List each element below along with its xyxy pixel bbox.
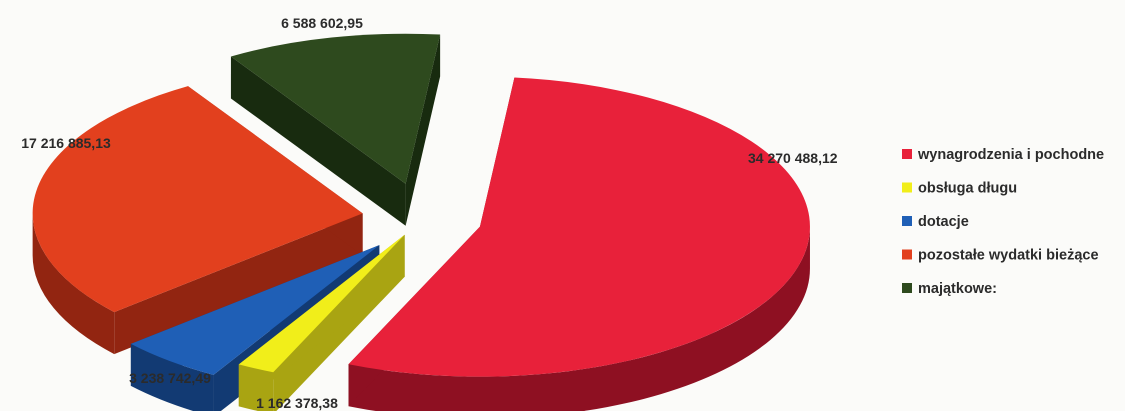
slice-top	[230, 33, 441, 184]
legend: wynagrodzenia i pochodne obsługa długu dot…	[902, 147, 1104, 297]
slice-pozostale-wydatki-biezace	[32, 86, 363, 355]
legend-swatch	[902, 149, 912, 159]
legend-label: majątkowe:	[918, 281, 997, 297]
legend-label: dotacje	[918, 214, 969, 230]
legend-item-wynagrodzenia-i-pochodne: wynagrodzenia i pochodne	[902, 147, 1104, 163]
legend-swatch	[902, 216, 912, 226]
legend-item-obsluga-dlugu: obsługa długu	[902, 181, 1017, 197]
data-label-pozostale-wydatki-biezace: 17 216 885,13	[21, 135, 111, 151]
slice-side	[32, 213, 115, 355]
data-labels-layer: 34 270 488,12 1 162 378,38 3 238 742,49 17 …	[21, 15, 838, 411]
slice-top	[348, 77, 810, 377]
legend-label: obsługa długu	[918, 181, 1017, 197]
slice-top	[130, 245, 380, 375]
legend-swatch	[902, 249, 912, 260]
slice-majatkowe	[230, 33, 441, 226]
slice-top	[32, 86, 363, 313]
slice-wynagrodzenia-i-pochodne	[348, 77, 810, 411]
legend-swatch	[902, 283, 912, 293]
slice-cut-face	[114, 213, 363, 355]
legend-item-pozostale-wydatki-biezace: pozostałe wydatki bieżące	[902, 248, 1099, 264]
slice-obsluga-dlugu	[238, 234, 405, 411]
slices-layer	[32, 33, 810, 411]
legend-label: wynagrodzenia i pochodne	[917, 147, 1104, 163]
slice-side	[348, 226, 810, 411]
data-label-dotacje: 3 238 742,49	[129, 370, 211, 386]
legend-item-dotacje: dotacje	[902, 214, 969, 230]
data-label-majatkowe: 6 588 602,95	[281, 15, 363, 31]
legend-item-majatkowe: majątkowe:	[902, 281, 997, 297]
slice-cut-face	[405, 34, 441, 226]
slice-cut-face	[230, 56, 406, 226]
slice-top	[238, 234, 405, 373]
data-label-wynagrodzenia-i-pochodne: 34 270 488,12	[748, 150, 838, 166]
legend-label: pozostałe wydatki bieżące	[918, 248, 1099, 264]
data-label-obsluga-dlugu: 1 162 378,38	[256, 395, 338, 411]
legend-swatch	[902, 182, 912, 193]
